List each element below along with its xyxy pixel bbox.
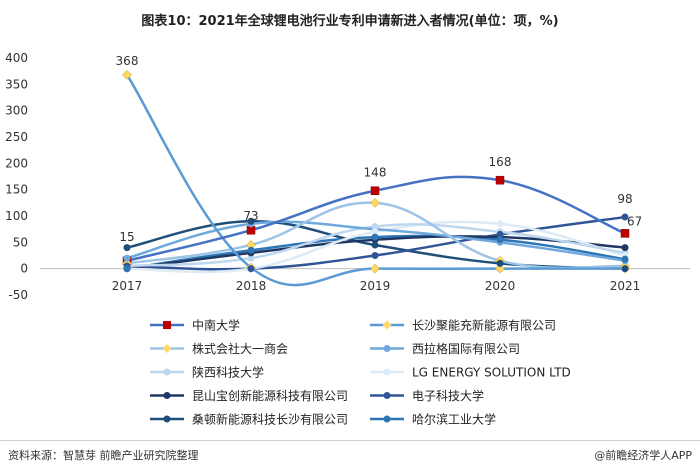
legend-marker	[383, 392, 391, 399]
point-marker	[371, 233, 379, 241]
legend-label: 长沙聚能充新能源有限公司	[412, 318, 556, 333]
point-marker	[123, 244, 131, 252]
brand-credit: @前瞻经济学人APP	[594, 449, 692, 462]
point-marker	[495, 175, 505, 185]
point-marker	[247, 254, 255, 262]
y-tick-label: 150	[5, 183, 28, 197]
point-marker	[247, 217, 255, 225]
point-marker	[620, 229, 630, 238]
y-tick-label: 0	[20, 262, 28, 276]
legend-label: 桑顿新能源科技长沙有限公司	[192, 412, 348, 427]
legend-label: LG ENERGY SOLUTION LTD	[412, 366, 571, 380]
point-marker	[370, 186, 380, 195]
point-marker	[247, 265, 255, 273]
series-line	[125, 74, 625, 287]
legend-label: 株式会社大一商会	[192, 341, 288, 356]
data-label: 148	[364, 166, 387, 180]
legend-label: 哈尔滨工业大学	[412, 412, 496, 427]
data-label: 73	[243, 209, 258, 223]
point-marker	[371, 252, 379, 259]
y-tick-label: 250	[5, 130, 28, 144]
legend-marker	[163, 368, 171, 376]
point-marker	[496, 236, 504, 244]
point-marker	[370, 197, 380, 208]
data-label: 15	[119, 230, 134, 244]
legend-marker	[383, 415, 391, 423]
line-chart: -50 0 50 100 150 200 250 300 350 400 2017 2018 2019 2…	[5, 51, 690, 427]
point-marker	[371, 241, 379, 249]
point-marker	[123, 265, 131, 273]
axes: -50 0 50 100 150 200 250 300 350 400 2017 2018 2019 2…	[5, 51, 690, 302]
point-marker	[621, 244, 629, 252]
y-tick-label: 200	[5, 156, 28, 170]
legend-marker	[163, 321, 171, 329]
data-label: 98	[617, 192, 632, 206]
series-markers	[122, 69, 630, 274]
y-tick-label: 300	[5, 104, 28, 118]
x-tick-label: 2018	[236, 279, 267, 293]
y-tick-label: 400	[5, 51, 28, 65]
point-marker	[122, 69, 132, 80]
chart-title: 图表10：2021年全球锂电池行业专利申请新进入者情况(单位：项，%)	[141, 14, 559, 29]
legend-marker	[163, 415, 171, 423]
point-marker	[246, 225, 256, 235]
x-tick-label: 2021	[610, 279, 641, 293]
point-marker	[621, 255, 629, 263]
legend-marker	[383, 368, 391, 376]
legend-label: 昆山宝创新能源科技有限公司	[192, 388, 348, 403]
footer-divider	[0, 440, 700, 441]
point-marker	[123, 254, 131, 262]
point-marker	[370, 263, 380, 274]
legend-marker	[163, 392, 171, 399]
point-marker	[247, 246, 255, 254]
x-tick-label: 2020	[485, 279, 516, 293]
point-marker	[371, 228, 379, 236]
y-tick-label: 50	[13, 235, 28, 249]
data-label: 168	[489, 155, 512, 169]
y-tick-label: -50	[8, 288, 28, 302]
x-tick-label: 2017	[112, 279, 143, 293]
point-marker	[371, 223, 379, 231]
data-labels: 15 368 73 148 168 98 67	[116, 54, 643, 244]
data-label: 368	[116, 54, 139, 68]
point-marker	[496, 230, 504, 238]
source-note: 资料来源：智慧芽 前瞻产业研究院整理	[8, 449, 199, 462]
legend-marker	[162, 344, 172, 353]
legend-marker	[383, 345, 391, 352]
legend-label: 中南大学	[192, 318, 240, 333]
data-label: 67	[627, 214, 642, 228]
legend-marker	[382, 320, 392, 330]
legend-label: 陕西科技大学	[192, 365, 264, 380]
legend-label: 西拉格国际有限公司	[412, 341, 520, 356]
y-tick-label: 100	[5, 209, 28, 223]
y-tick-label: 350	[5, 77, 28, 91]
point-marker	[496, 220, 504, 228]
point-marker	[621, 213, 629, 221]
x-tick-label: 2019	[360, 279, 391, 293]
point-marker	[496, 259, 504, 267]
legend-label: 电子科技大学	[412, 388, 484, 403]
point-marker	[495, 263, 505, 274]
point-marker	[621, 265, 629, 273]
